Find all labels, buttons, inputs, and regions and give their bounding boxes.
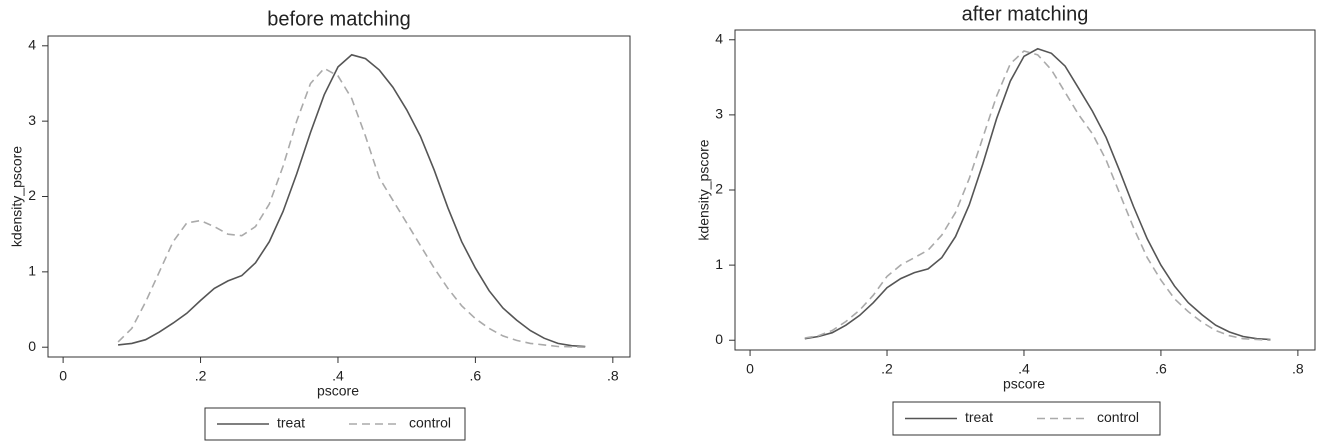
x-tick-label: 0 [59, 368, 67, 384]
series-line [118, 53, 586, 348]
chart-title: after matching [962, 3, 1089, 25]
x-axis-label: pscore [317, 383, 359, 399]
legend-label: control [1097, 409, 1139, 425]
y-tick-label: 2 [28, 187, 36, 203]
y-tick-label: 0 [715, 331, 723, 347]
y-tick-label: 1 [715, 256, 723, 272]
x-tick-label: 0 [746, 361, 754, 377]
x-tick-label: .2 [195, 368, 207, 384]
series-line [117, 67, 586, 348]
y-tick-label: 3 [28, 112, 36, 128]
x-tick-label: .2 [881, 361, 893, 377]
series-line [804, 50, 1271, 341]
plot-frame [734, 29, 1316, 351]
x-tick-label: .6 [470, 368, 482, 384]
x-tick-label: .6 [1155, 361, 1167, 377]
y-tick-label: 0 [28, 338, 36, 354]
x-tick-label: .4 [332, 368, 344, 384]
chart-title: before matching [267, 8, 410, 30]
series-line [804, 47, 1271, 341]
x-tick-label: .8 [607, 368, 619, 384]
y-tick-label: 1 [28, 263, 36, 279]
y-tick-label: 3 [715, 106, 723, 122]
x-axis-label: pscore [1003, 376, 1045, 392]
y-axis-label: kdensity_pscore [696, 139, 712, 240]
y-tick-label: 4 [28, 36, 36, 52]
legend-label: treat [277, 415, 305, 431]
y-tick-label: 4 [715, 30, 723, 46]
x-tick-label: .4 [1018, 361, 1030, 377]
legend-label: treat [965, 409, 993, 425]
x-tick-label: .8 [1292, 361, 1304, 377]
y-tick-label: 2 [715, 181, 723, 197]
plot-frame [47, 35, 631, 358]
y-axis-label: kdensity_pscore [9, 146, 25, 247]
legend-label: control [409, 415, 451, 431]
